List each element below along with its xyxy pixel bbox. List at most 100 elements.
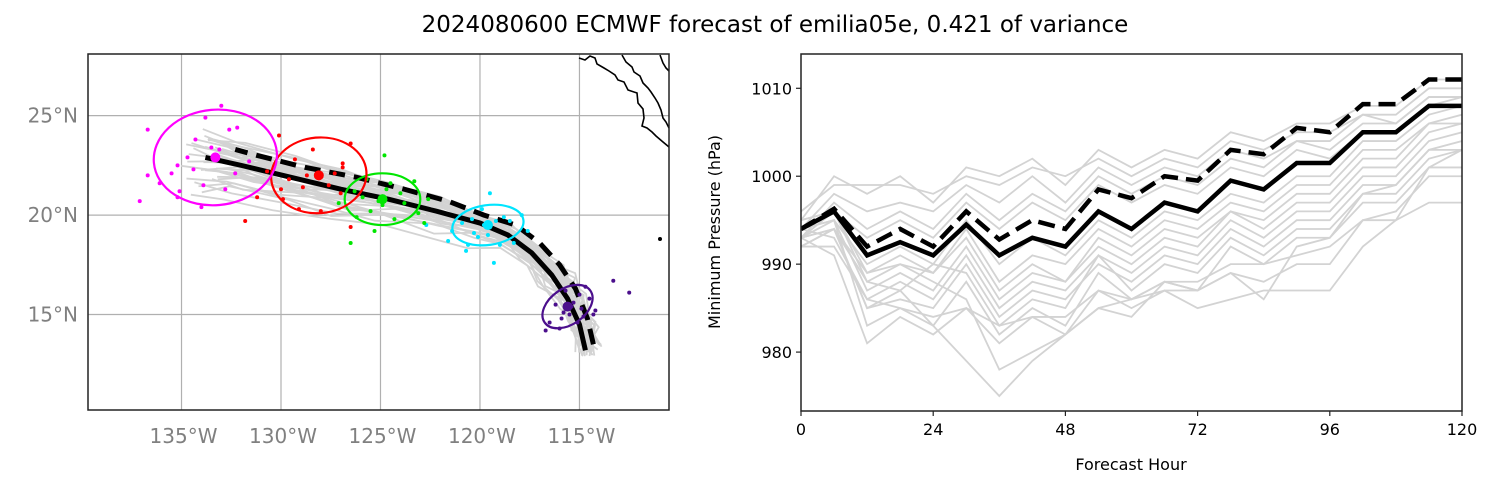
member-position-dot [310,147,315,152]
member-position-dot [352,189,357,194]
deterministic-pressure-line [801,77,1462,250]
baja-coastline [578,55,670,148]
member-position-dot [487,191,492,196]
member-position-dot [416,211,421,216]
member-position-dot [336,201,341,206]
ensemble-member-line [801,96,1462,239]
ensemble-member-line [801,96,1462,230]
member-position-dot [203,115,208,120]
y-tick-label: 1000 [751,167,792,186]
ensemble-member-line [801,122,1462,301]
member-position-dot [247,159,252,164]
member-position-dot [372,229,377,234]
island-marker [658,237,662,241]
member-position-dot [382,153,387,158]
x-tick-label: 120 [1447,420,1478,439]
member-position-dot [543,328,548,333]
member-position-dot [209,145,214,150]
member-position-dot [227,127,232,132]
pressure-panel: 0 24 48 72 96 120 980 990 1000 1010 Forecast Hou… [705,53,1478,474]
figure-title: 2024080600 ECMWF forecast of emilia05e, … [421,12,1129,38]
member-position-dot [326,183,331,188]
member-position-dot [579,306,584,311]
time-group-120h [137,103,279,210]
map-x-tick-label: 130°W [249,424,317,448]
group-center-dot [562,301,573,312]
member-position-dot [587,296,592,301]
member-position-dot [223,187,228,192]
member-position-dot [348,240,353,245]
mean-pressure-line [801,103,1462,259]
member-position-dot [577,292,582,297]
member-position-dot [265,169,270,174]
member-position-dot [563,288,568,293]
member-position-dot [593,308,598,313]
member-position-dot [559,316,564,321]
member-position-dot [193,137,198,142]
member-position-dot [501,215,506,220]
ensemble-track [186,143,591,348]
member-position-dot [199,205,204,210]
pressure-frame [800,53,1463,412]
member-position-dot [571,300,576,305]
ensemble-member-line [801,201,1462,327]
x-tick-label: 96 [1320,420,1340,439]
uncertainty-ellipse [270,136,368,215]
member-position-dot [340,161,345,166]
group-center-dot [210,152,221,163]
member-position-dot [169,171,174,176]
ensemble-member-line [801,122,1462,292]
member-position-dot [561,310,566,315]
time-group-72h [336,153,431,245]
group-center-dot [482,220,493,231]
member-position-dot [392,217,397,222]
ensemble-member-line [801,113,1462,284]
member-position-dot [175,163,180,168]
member-position-dot [412,179,417,184]
pressure-y-ticks: 980 990 1000 1010 [751,79,801,362]
member-position-dot [426,197,431,202]
member-position-dot [137,199,142,204]
x-tick-label: 48 [1055,420,1075,439]
ensemble-member-line [801,105,1462,266]
ensemble-member-line [801,87,1462,213]
time-group-48h [424,191,530,265]
member-position-dot [286,177,291,182]
member-position-dot [201,183,206,188]
time-group-24h [541,278,632,333]
member-position-dot [191,167,196,172]
member-position-dot [446,238,451,243]
member-position-dot [233,171,238,176]
member-position-dot [591,312,596,317]
member-position-dot [145,173,150,178]
map-y-tick-labels: 15°N 20°N 25°N [28,104,78,327]
member-position-dot [243,219,248,224]
member-position-dot [380,203,385,208]
ensemble-member-line [801,175,1462,398]
group-center-dot [377,194,388,205]
member-position-dot [255,195,260,200]
member-position-dot [145,127,150,132]
member-position-dot [360,195,365,200]
track-map-panel: 135°W 130°W 125°W 120°W 115°W 15°N 20°N 25°N [28,53,670,448]
map-x-tick-labels: 135°W 130°W 125°W 120°W 115°W [150,424,616,448]
member-position-dot [547,320,552,325]
map-x-tick-label: 120°W [448,424,516,448]
ensemble-member-line [801,131,1462,310]
map-background [88,54,669,410]
x-tick-label: 72 [1187,420,1207,439]
y-tick-label: 1010 [751,79,792,98]
member-position-dot [493,219,498,224]
ensemble-member-line [801,148,1462,328]
member-position-dot [470,217,475,222]
member-position-dot [398,191,403,196]
member-position-dot [279,187,284,192]
member-position-dot [479,207,484,212]
ensemble-member-line [801,148,1462,371]
map-y-tick-label: 25°N [28,104,78,128]
member-position-dot [368,209,373,214]
uncertainty-ellipse [451,203,525,247]
member-position-dot [511,240,516,245]
mean-tracks [204,147,596,351]
